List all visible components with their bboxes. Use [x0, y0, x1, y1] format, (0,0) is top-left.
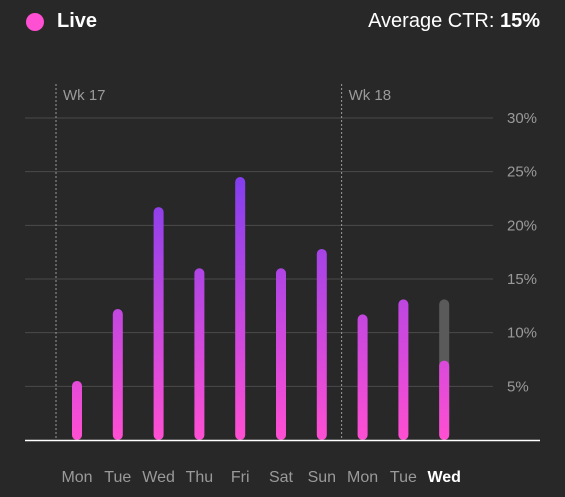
live-indicator-dot	[26, 13, 44, 31]
bar	[194, 268, 205, 440]
day-label: Wed	[142, 469, 175, 486]
live-label: Live	[57, 10, 98, 32]
average-ctr: Average CTR: 15%	[368, 10, 540, 33]
average-ctr-value: 15%	[499, 10, 540, 32]
y-tick-label: 15%	[507, 271, 537, 288]
day-labels: Mon Tue Wed Thu Fri Sat Sun Mon Tue Wed	[61, 469, 461, 486]
bar	[112, 309, 123, 440]
header: Live Average CTR: 15%	[0, 0, 565, 44]
y-tick-label: 30%	[507, 110, 537, 127]
bars	[72, 177, 450, 441]
day-label: Thu	[186, 469, 214, 486]
average-ctr-label: Average CTR:	[368, 10, 500, 32]
grid-lines: 5% 10% 15% 20% 25% 30%	[25, 110, 537, 395]
bar	[72, 380, 82, 440]
day-label: Sun	[308, 469, 336, 486]
week-label: Wk 18	[349, 87, 392, 104]
day-label: Tue	[104, 469, 131, 486]
y-tick-label: 5%	[507, 378, 529, 395]
bar	[276, 268, 286, 440]
bar	[398, 299, 409, 440]
day-label: Tue	[390, 469, 417, 486]
bar	[153, 207, 164, 440]
week-markers: Wk 17 Wk 18	[55, 84, 392, 440]
y-tick-label: 25%	[507, 164, 537, 181]
bar	[316, 248, 327, 440]
week-label: Wk 17	[63, 87, 106, 104]
bar	[235, 177, 246, 441]
day-label: Mon	[61, 469, 92, 486]
day-label: Wed	[427, 469, 460, 486]
bar	[357, 314, 368, 440]
y-tick-label: 20%	[507, 217, 537, 234]
bar	[439, 360, 450, 440]
day-label: Sat	[269, 469, 294, 486]
day-label: Fri	[231, 469, 250, 486]
y-tick-label: 10%	[507, 325, 537, 342]
day-label: Mon	[347, 469, 378, 486]
